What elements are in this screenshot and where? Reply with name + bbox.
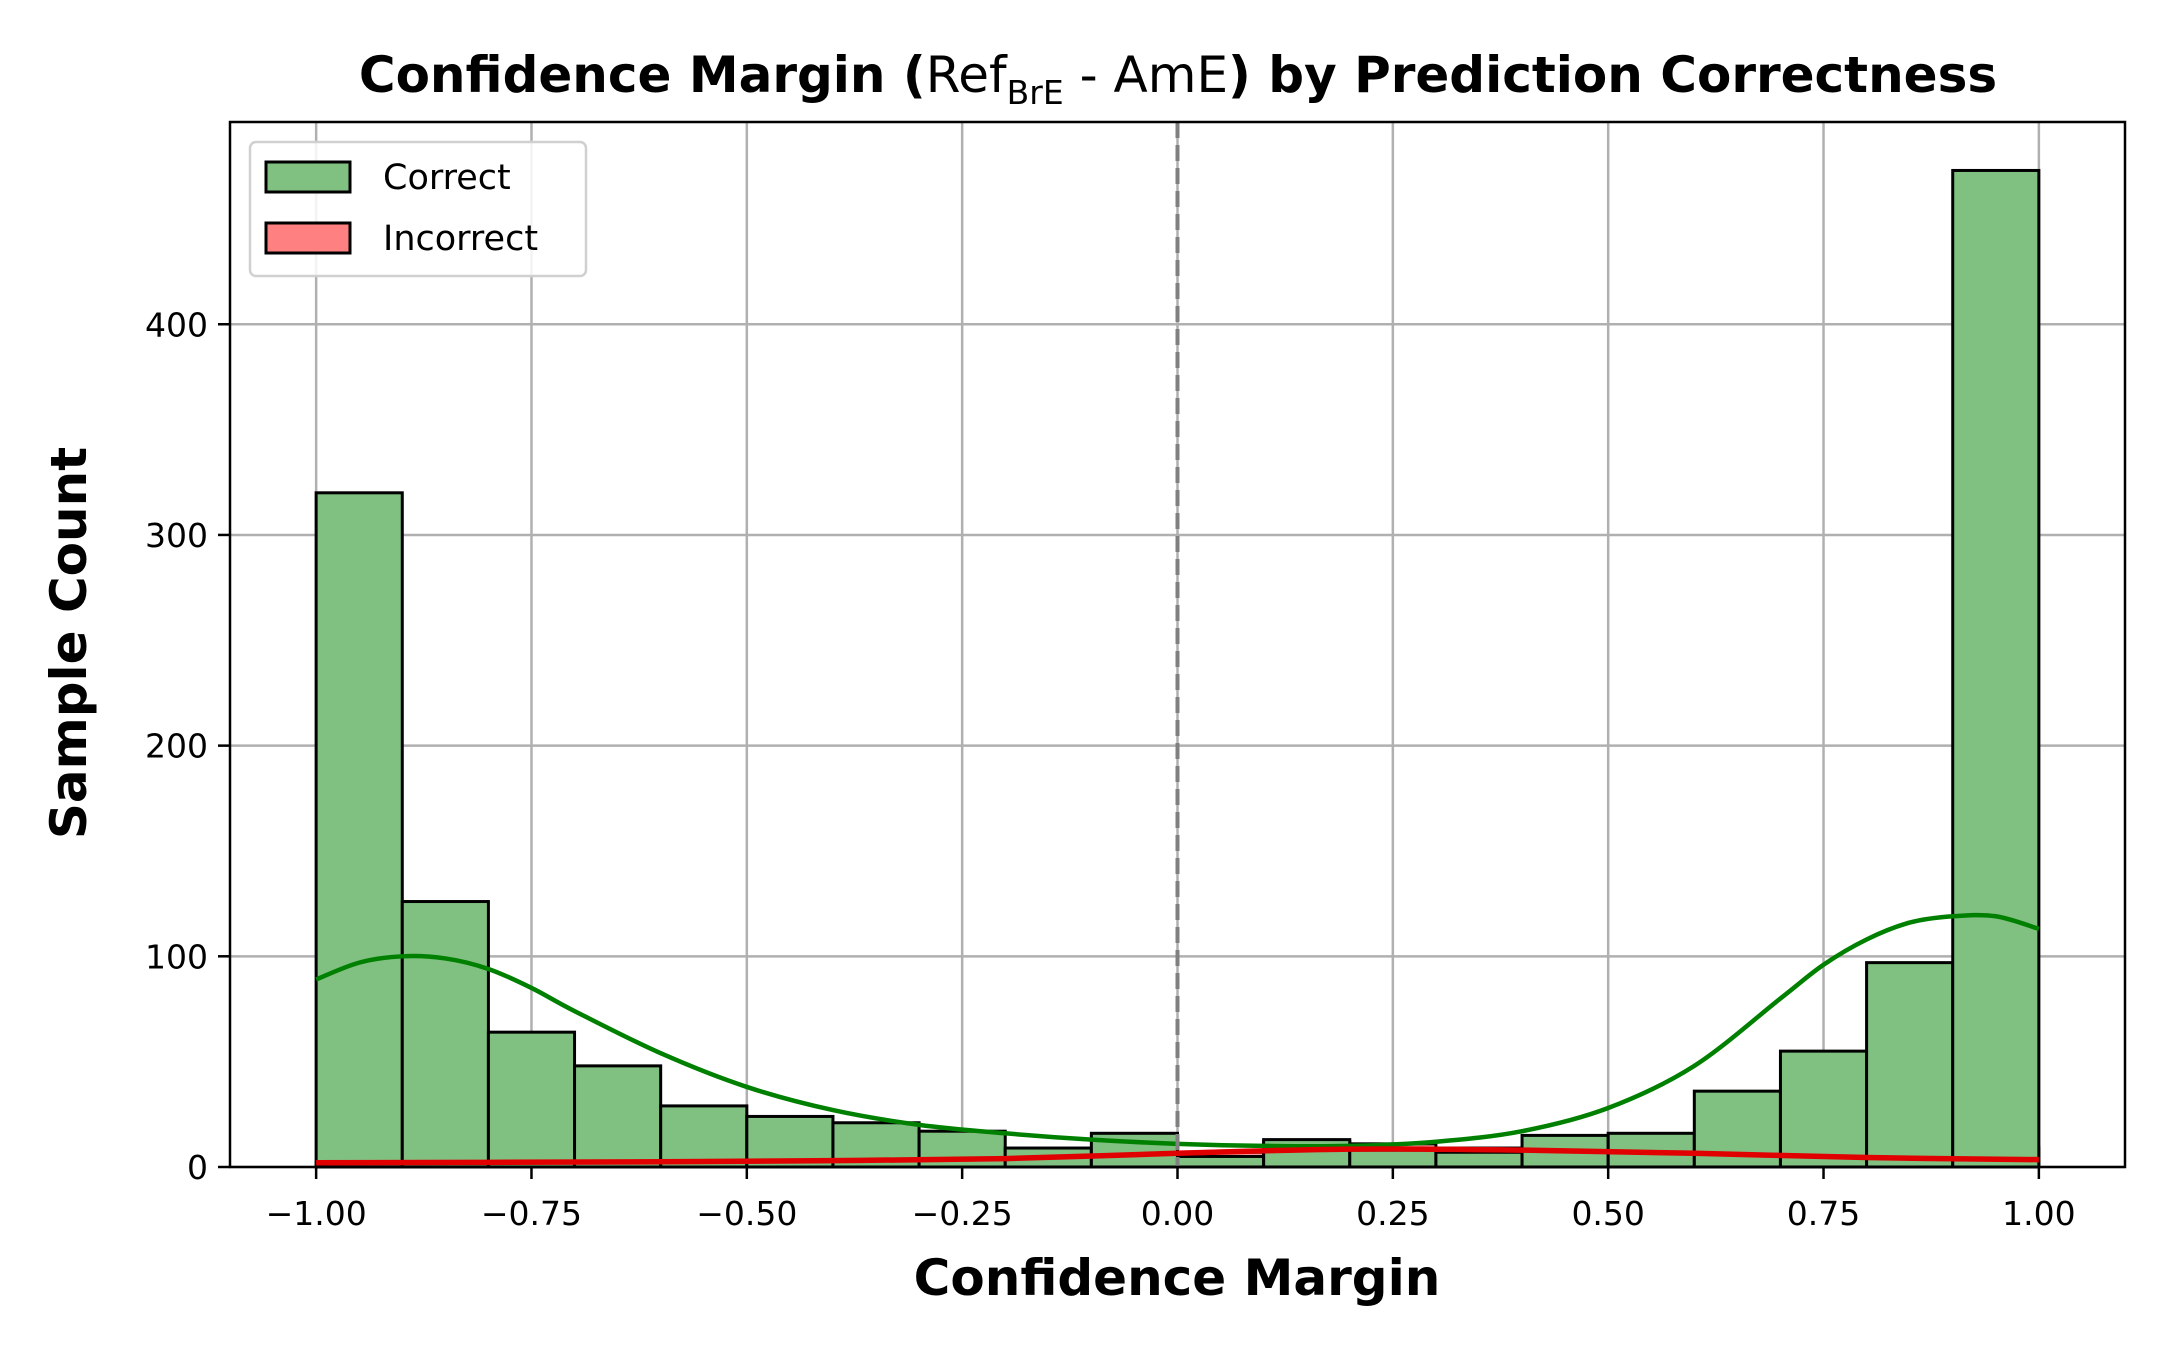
y-tick-label-0: 0 xyxy=(187,1148,208,1187)
x-tick-label-5: 0.25 xyxy=(1356,1194,1429,1233)
x-tick-label-1: −0.75 xyxy=(481,1194,582,1233)
x-tick-label-7: 0.75 xyxy=(1787,1194,1860,1233)
legend-label-correct: Correct xyxy=(383,158,511,198)
correct-bar-10 xyxy=(1176,1154,1266,1169)
legend: Correct Incorrect xyxy=(248,140,588,278)
correct-bar-11 xyxy=(1262,1138,1352,1169)
correct-bar-4 xyxy=(659,1104,749,1169)
correct-bar-18 xyxy=(1865,961,1955,1169)
y-tick-label-3: 300 xyxy=(145,516,208,555)
legend-swatch-correct xyxy=(264,160,352,194)
legend-label-incorrect: Incorrect xyxy=(383,219,538,259)
incorrect-kde-curve xyxy=(316,1146,2039,1166)
correct-bar-19 xyxy=(1951,168,2041,1169)
x-tick-label-8: 1.00 xyxy=(2002,1194,2075,1233)
correct-bar-12 xyxy=(1348,1148,1438,1169)
y-tick-label-1: 100 xyxy=(145,937,208,976)
legend-swatch-incorrect xyxy=(264,221,352,255)
x-tick-label-4: 0.00 xyxy=(1141,1194,1214,1233)
x-axis: −1.00 −0.75 −0.50 −0.25 0.00 0.25 0.50 0.75 1.00 xyxy=(266,1167,2076,1233)
y-tick-label-2: 200 xyxy=(145,727,208,766)
correct-bar-17 xyxy=(1778,1049,1869,1169)
x-tick-label-2: −0.50 xyxy=(696,1194,797,1233)
x-axis-title: Confidence Margin xyxy=(914,1249,1441,1307)
correct-bar-1 xyxy=(400,900,490,1169)
x-tick-label-6: 0.50 xyxy=(1571,1194,1644,1233)
x-tick-label-3: −0.25 xyxy=(912,1194,1013,1233)
correct-bar-0 xyxy=(314,491,404,1169)
y-tick-label-4: 400 xyxy=(145,305,208,344)
correct-bar-2 xyxy=(486,1030,577,1169)
correct-bar-3 xyxy=(573,1064,663,1169)
x-tick-label-0: −1.00 xyxy=(266,1194,367,1233)
y-axis: 0 100 200 300 400 xyxy=(145,305,230,1187)
correct-bar-13 xyxy=(1434,1150,1524,1169)
y-axis-title: Sample Count xyxy=(40,447,98,839)
chart-title: Confidence Margin (RefBrE - AmE) by Pred… xyxy=(359,46,1997,112)
